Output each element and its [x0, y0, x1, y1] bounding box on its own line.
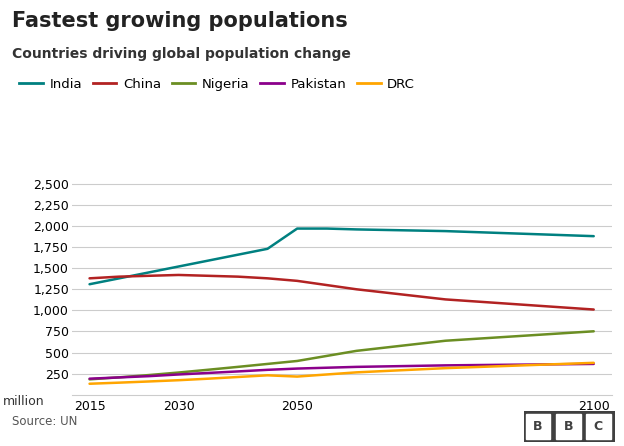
Text: Source: UN: Source: UN	[12, 415, 78, 428]
India	[86, 281, 94, 287]
Text: Fastest growing populations: Fastest growing populations	[12, 11, 348, 31]
Line: DRC: DRC	[90, 363, 593, 384]
Text: C: C	[594, 420, 603, 433]
DRC	[293, 374, 301, 379]
DRC	[353, 370, 360, 375]
Line: Pakistan: Pakistan	[90, 364, 593, 379]
Pakistan	[293, 366, 301, 371]
Pakistan	[86, 376, 94, 381]
Nigeria	[442, 338, 449, 343]
China	[234, 274, 241, 279]
Pakistan	[175, 372, 182, 377]
India	[353, 227, 360, 232]
China	[175, 272, 182, 277]
Nigeria	[115, 375, 123, 380]
India	[175, 264, 182, 269]
Text: Countries driving global population change: Countries driving global population chan…	[12, 47, 351, 61]
China	[353, 287, 360, 292]
China	[264, 276, 271, 281]
Text: B: B	[563, 420, 573, 433]
India	[205, 258, 212, 263]
China	[145, 273, 153, 278]
DRC	[323, 372, 331, 377]
FancyBboxPatch shape	[525, 413, 550, 439]
Nigeria	[353, 348, 360, 354]
Nigeria	[293, 358, 301, 363]
India	[115, 276, 123, 281]
DRC	[590, 360, 597, 366]
Pakistan	[442, 363, 449, 368]
India	[323, 226, 331, 231]
China	[442, 297, 449, 302]
Pakistan	[145, 373, 153, 379]
India	[264, 246, 271, 252]
Nigeria	[205, 367, 212, 372]
Nigeria	[234, 364, 241, 370]
India	[442, 228, 449, 234]
China	[115, 274, 123, 279]
Pakistan	[323, 365, 331, 370]
Pakistan	[205, 370, 212, 376]
DRC	[234, 374, 241, 380]
Nigeria	[145, 372, 153, 378]
China	[205, 273, 212, 278]
India	[145, 270, 153, 275]
Text: B: B	[534, 420, 543, 433]
DRC	[264, 373, 271, 378]
India	[590, 234, 597, 239]
DRC	[442, 365, 449, 371]
DRC	[175, 377, 182, 383]
Pakistan	[115, 375, 123, 380]
Nigeria	[590, 329, 597, 334]
India	[234, 252, 241, 257]
DRC	[145, 379, 153, 384]
Legend: India, China, Nigeria, Pakistan, DRC: India, China, Nigeria, Pakistan, DRC	[19, 78, 415, 91]
Pakistan	[590, 361, 597, 367]
Nigeria	[175, 370, 182, 375]
Pakistan	[234, 369, 241, 374]
China	[323, 282, 331, 288]
Text: million: million	[3, 395, 45, 408]
Nigeria	[264, 361, 271, 367]
DRC	[86, 381, 94, 386]
Pakistan	[353, 364, 360, 370]
China	[293, 278, 301, 284]
Pakistan	[264, 367, 271, 372]
Nigeria	[86, 377, 94, 382]
Nigeria	[323, 353, 331, 359]
Line: Nigeria: Nigeria	[90, 331, 593, 380]
FancyBboxPatch shape	[556, 413, 580, 439]
DRC	[115, 380, 123, 385]
DRC	[205, 376, 212, 381]
FancyBboxPatch shape	[586, 413, 611, 439]
Line: China: China	[90, 275, 593, 310]
China	[86, 276, 94, 281]
India	[293, 226, 301, 231]
China	[590, 307, 597, 312]
Line: India: India	[90, 228, 593, 284]
